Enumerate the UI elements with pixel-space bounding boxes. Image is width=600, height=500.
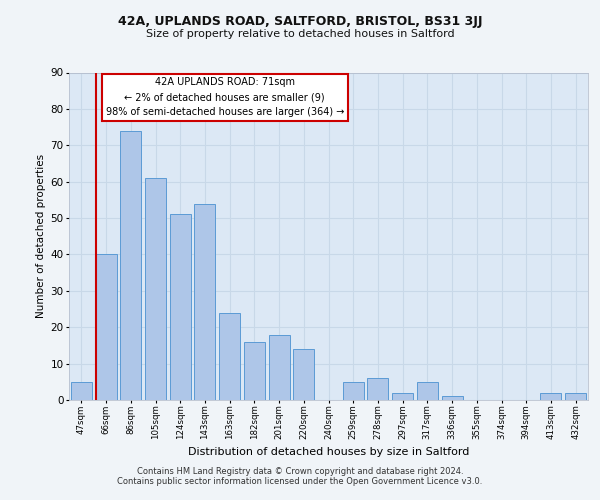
Bar bbox=[95, 254, 116, 400]
Bar bbox=[120, 130, 141, 400]
Bar bbox=[565, 392, 586, 400]
Text: Contains public sector information licensed under the Open Government Licence v3: Contains public sector information licen… bbox=[118, 477, 482, 486]
Bar bbox=[343, 382, 364, 400]
Bar bbox=[170, 214, 191, 400]
Bar bbox=[293, 349, 314, 400]
Bar bbox=[417, 382, 438, 400]
Text: Contains HM Land Registry data © Crown copyright and database right 2024.: Contains HM Land Registry data © Crown c… bbox=[137, 467, 463, 476]
Bar bbox=[367, 378, 388, 400]
Bar bbox=[442, 396, 463, 400]
Y-axis label: Number of detached properties: Number of detached properties bbox=[36, 154, 46, 318]
Text: Size of property relative to detached houses in Saltford: Size of property relative to detached ho… bbox=[146, 29, 454, 39]
Bar bbox=[194, 204, 215, 400]
X-axis label: Distribution of detached houses by size in Saltford: Distribution of detached houses by size … bbox=[188, 448, 469, 458]
Bar bbox=[145, 178, 166, 400]
Text: 42A UPLANDS ROAD: 71sqm
← 2% of detached houses are smaller (9)
98% of semi-deta: 42A UPLANDS ROAD: 71sqm ← 2% of detached… bbox=[106, 78, 344, 117]
Text: 42A, UPLANDS ROAD, SALTFORD, BRISTOL, BS31 3JJ: 42A, UPLANDS ROAD, SALTFORD, BRISTOL, BS… bbox=[118, 15, 482, 28]
Bar bbox=[541, 392, 562, 400]
Bar bbox=[71, 382, 92, 400]
Bar bbox=[392, 392, 413, 400]
Bar bbox=[244, 342, 265, 400]
Bar bbox=[219, 312, 240, 400]
Bar bbox=[269, 334, 290, 400]
